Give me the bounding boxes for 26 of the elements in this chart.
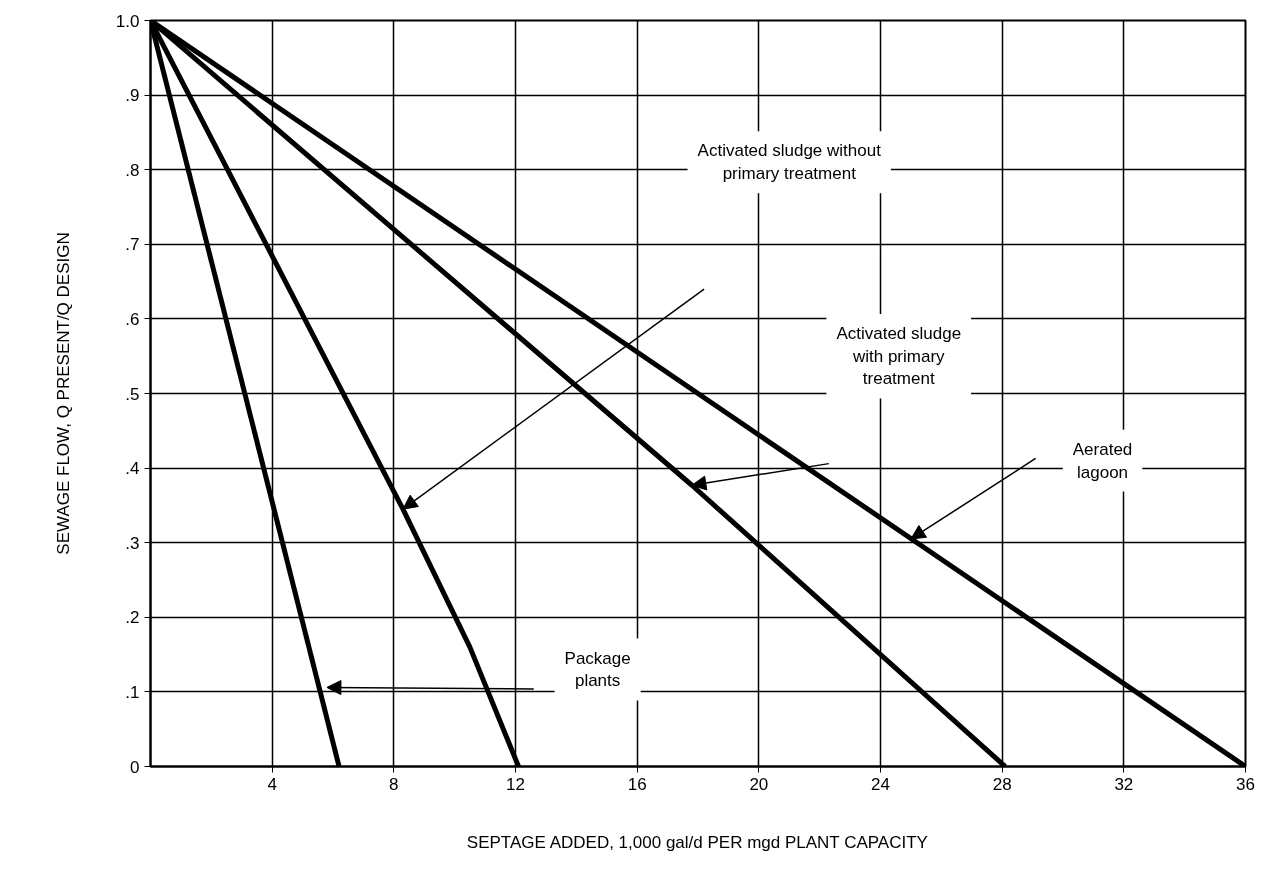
y-tick-label: .5 [125, 384, 140, 404]
x-tick-label: 12 [506, 774, 525, 794]
x-tick-label: 8 [389, 774, 399, 794]
annotation: Package plants [564, 648, 631, 691]
x-axis-title: SEPTAGE ADDED, 1,000 gal/d PER mgd PLANT CAPACITY [466, 832, 928, 852]
y-tick-label: .3 [125, 533, 140, 553]
y-tick-label: .7 [125, 235, 140, 255]
y-tick-label: .9 [125, 86, 140, 106]
y-tick-label: .8 [125, 160, 140, 180]
annotation: Activated sludge with primary treatment [836, 323, 962, 389]
annotation: Aerated lagoon [1072, 439, 1133, 482]
y-tick-label: .1 [125, 682, 140, 702]
y-axis-title: SEWAGE FLOW, Q PRESENT/Q DESIGN [53, 232, 73, 555]
annotation: Activated sludge without primary treatment [697, 141, 882, 184]
x-tick-label: 28 [992, 774, 1012, 794]
x-tick-label: 32 [1114, 774, 1134, 794]
x-tick-label: 16 [627, 774, 647, 794]
y-tick-label: .6 [125, 309, 140, 329]
x-tick-label: 24 [871, 774, 890, 794]
y-tick-label: 1.0 [115, 11, 140, 31]
x-tick-label: 20 [749, 774, 769, 794]
x-tick-label: 4 [267, 774, 277, 794]
y-tick-label: .4 [125, 459, 140, 479]
x-tick-label: 36 [1236, 774, 1255, 794]
y-tick-label: .2 [125, 608, 140, 628]
y-tick-label: 0 [130, 757, 140, 777]
